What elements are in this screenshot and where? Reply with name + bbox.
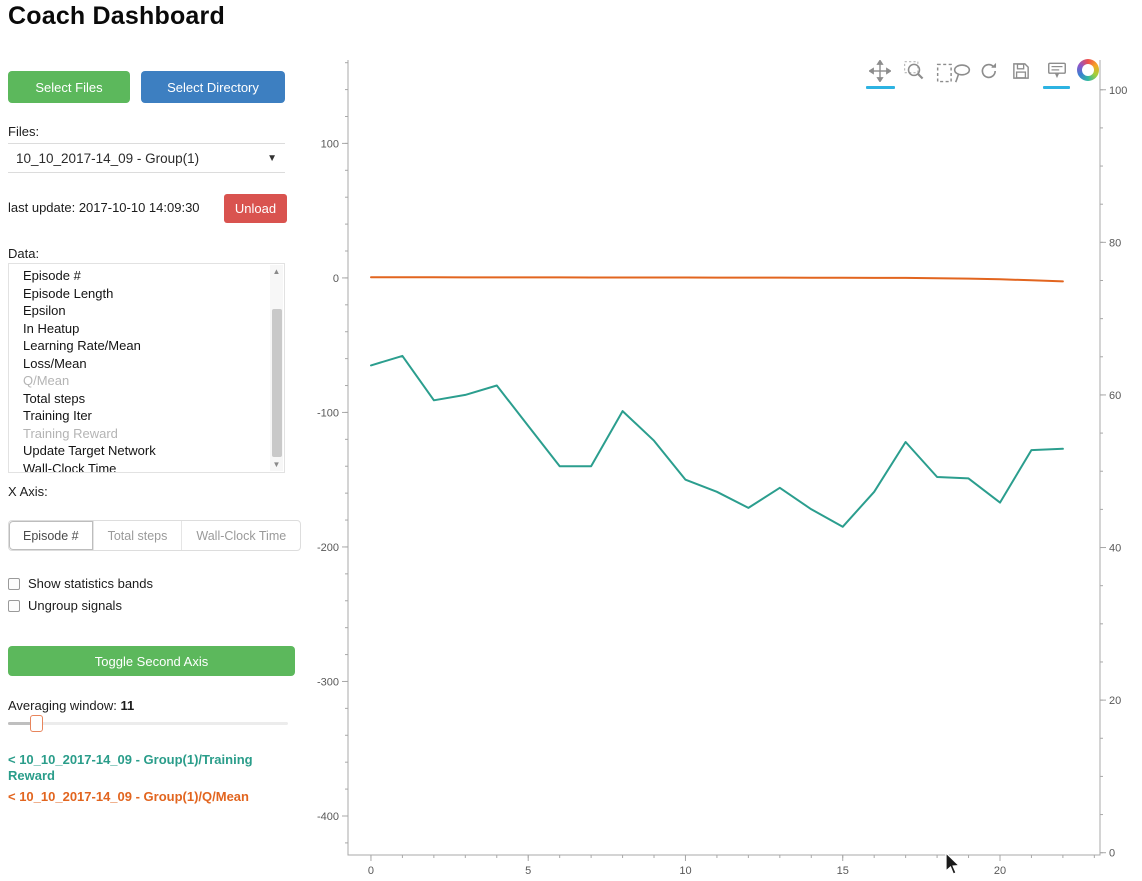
averaging-slider-fill <box>8 722 31 725</box>
files-select-value: 10_10_2017-14_09 - Group(1) <box>16 150 200 166</box>
left-tick-label: -400 <box>317 811 339 823</box>
x-tick-label: 0 <box>368 865 374 877</box>
checkbox-label: Show statistics bands <box>28 576 154 591</box>
checkbox-icon[interactable] <box>8 599 20 612</box>
legend-entry-training-reward[interactable]: < 10_10_2017-14_09 - Group(1)/Training R… <box>8 752 253 783</box>
list-item[interactable]: Learning Rate/Mean <box>23 338 141 353</box>
lasso-select-tool-icon[interactable] <box>951 62 973 89</box>
plot-canvas[interactable]: 0 5 10 15 20 100 0 -100 -200 -300 -400 100 80 60 40 20 0 <box>295 55 1142 881</box>
list-item[interactable]: Episode # <box>23 268 81 283</box>
signal-legend: < 10_10_2017-14_09 - Group(1)/Training R… <box>8 752 280 805</box>
list-item[interactable]: Wall-Clock Time <box>23 460 117 473</box>
select-files-button[interactable]: Select Files <box>8 71 130 103</box>
x-axis-option-episode[interactable]: Episode # <box>9 521 94 550</box>
x-tick-label: 10 <box>679 865 691 877</box>
reset-tool-icon[interactable] <box>978 60 1000 87</box>
averaging-window-value: 11 <box>120 698 135 713</box>
show-statistics-bands-checkbox[interactable]: Show statistics bands <box>8 576 153 591</box>
page-title: Coach Dashboard <box>8 2 225 30</box>
list-item[interactable]: Training Iter <box>23 408 92 423</box>
right-tick-label: 60 <box>1109 390 1121 402</box>
scroll-up-icon[interactable]: ▲ <box>272 267 281 276</box>
hover-tool-active-indicator <box>1043 86 1070 89</box>
ungroup-signals-checkbox[interactable]: Ungroup signals <box>8 598 122 613</box>
checkbox-label: Ungroup signals <box>28 598 122 613</box>
list-item[interactable]: Loss/Mean <box>23 355 87 371</box>
listbox-scrollbar[interactable]: ▲ ▼ <box>270 265 283 471</box>
save-tool-icon[interactable] <box>1010 60 1032 87</box>
x-axis-option-total-steps[interactable]: Total steps <box>94 521 183 550</box>
unload-button[interactable]: Unload <box>224 194 287 223</box>
pan-tool-active-indicator <box>866 86 895 89</box>
list-item[interactable]: Epsilon <box>23 303 66 318</box>
bokeh-logo-icon[interactable] <box>1077 59 1099 81</box>
data-label: Data: <box>8 246 40 261</box>
left-tick-label: 100 <box>321 138 339 150</box>
list-item[interactable]: Episode Length <box>23 285 114 301</box>
x-tick-label: 20 <box>994 865 1006 877</box>
files-label: Files: <box>8 124 40 139</box>
x-axis-radio-group: Episode # Total steps Wall-Clock Time <box>8 520 302 551</box>
list-item[interactable]: Total steps <box>23 390 86 406</box>
x-tick-label: 5 <box>525 865 531 877</box>
axis-lines <box>347 60 1101 856</box>
right-tick-label: 0 <box>1109 848 1115 860</box>
pan-tool-icon[interactable] <box>868 59 892 87</box>
right-tick-label: 80 <box>1109 237 1121 249</box>
x-axis-option-wall-clock[interactable]: Wall-Clock Time <box>196 528 287 543</box>
data-signal-listbox[interactable]: Episode # Episode Length Epsilon In Heat… <box>8 263 285 473</box>
left-tick-label: 0 <box>333 273 339 285</box>
right-tick-label: 20 <box>1109 695 1121 707</box>
scrollbar-thumb[interactable] <box>271 309 282 457</box>
right-tick-label: 40 <box>1109 543 1121 555</box>
left-tick-label: -200 <box>317 542 339 554</box>
left-tick-label: -300 <box>317 676 339 688</box>
list-item[interactable]: Training Reward <box>23 425 118 441</box>
checkbox-icon[interactable] <box>8 577 20 590</box>
last-update-text: last update: 2017-10-10 14:09:30 <box>8 200 200 215</box>
scroll-down-icon[interactable]: ▼ <box>272 460 281 469</box>
files-select[interactable]: 10_10_2017-14_09 - Group(1) ▼ <box>8 143 285 173</box>
list-item[interactable]: In Heatup <box>23 320 80 336</box>
legend-entry-q-mean[interactable]: < 10_10_2017-14_09 - Group(1)/Q/Mean <box>8 789 249 804</box>
box-zoom-tool-icon[interactable] <box>903 60 925 87</box>
chart-line-q-mean[interactable] <box>370 276 1064 283</box>
right-tick-label: 100 <box>1109 85 1127 97</box>
hover-tool-icon[interactable] <box>1046 60 1068 87</box>
averaging-slider-track[interactable] <box>8 722 288 725</box>
box-select-tool-icon[interactable] <box>934 62 956 89</box>
chart-line-training-reward[interactable] <box>370 354 1064 528</box>
list-item[interactable]: Update Target Network <box>23 443 156 458</box>
x-tick-label: 15 <box>837 865 849 877</box>
x-axis-label: X Axis: <box>8 484 48 499</box>
averaging-window-text: Averaging window: <box>8 698 117 713</box>
select-directory-button[interactable]: Select Directory <box>141 71 285 103</box>
toggle-second-axis-button[interactable]: Toggle Second Axis <box>8 646 295 676</box>
averaging-slider-handle[interactable] <box>30 715 43 732</box>
chevron-down-icon: ▼ <box>267 152 277 164</box>
averaging-window-label: Averaging window: 11 <box>8 698 134 713</box>
left-tick-label: -100 <box>317 407 339 419</box>
list-item[interactable]: Q/Mean <box>23 373 70 388</box>
